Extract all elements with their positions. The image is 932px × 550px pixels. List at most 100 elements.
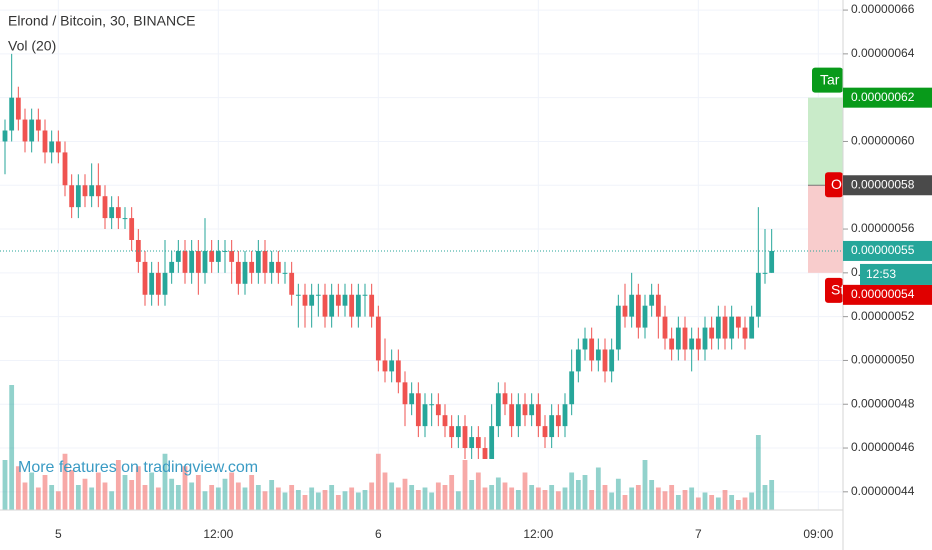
- volume-bar: [195, 475, 201, 510]
- candle-body: [142, 261, 148, 295]
- volume-bar: [149, 472, 155, 510]
- candle-body: [249, 261, 255, 273]
- countdown-box: [860, 263, 932, 285]
- candle-body: [309, 294, 315, 306]
- candle-body: [735, 316, 741, 328]
- volume-bar: [182, 466, 188, 510]
- volume-bar: [89, 487, 95, 510]
- volume-bar: [429, 492, 435, 510]
- candle-body: [329, 294, 335, 317]
- candle-body: [322, 294, 328, 317]
- volume-bar: [442, 485, 448, 510]
- stop-price-label: 0.00000054: [851, 287, 915, 301]
- volume-bar: [389, 482, 395, 510]
- volume-bar: [209, 485, 215, 510]
- volume-bar: [735, 500, 741, 510]
- volume-bar: [489, 485, 495, 510]
- volume-pane: [2, 385, 775, 510]
- candle-body: [122, 218, 128, 220]
- volume-bar: [295, 490, 301, 510]
- last-price-label: 0.00000055: [851, 243, 915, 257]
- grid: [0, 0, 843, 510]
- y-tick-label: 0.00000050: [851, 353, 915, 367]
- candle-body: [749, 316, 755, 339]
- candle-body: [49, 141, 55, 153]
- volume-bar: [75, 485, 81, 510]
- volume-bar: [309, 487, 315, 510]
- candle-body: [615, 305, 621, 350]
- candle-body: [522, 404, 528, 416]
- candle-body: [175, 250, 181, 262]
- volume-bar: [129, 480, 135, 510]
- volume-bar: [542, 490, 548, 510]
- volume-bar: [115, 460, 121, 510]
- volume-bar: [255, 485, 261, 510]
- candle-body: [669, 338, 675, 350]
- volume-bar: [215, 487, 221, 510]
- candle-body: [509, 404, 515, 427]
- candle-body: [202, 250, 208, 273]
- volume-bar: [642, 460, 648, 510]
- candle-body: [555, 415, 561, 427]
- volume-bar: [615, 478, 621, 510]
- volume-bar: [602, 485, 608, 510]
- volume-title: Vol (20): [8, 38, 56, 54]
- y-tick-label: 0.00000044: [851, 484, 915, 498]
- volume-bar: [555, 491, 561, 510]
- last-price-box: [843, 240, 932, 261]
- volume-bar: [29, 472, 35, 510]
- candle-body: [29, 119, 35, 142]
- candle-body: [262, 250, 268, 273]
- candle-body: [15, 97, 21, 120]
- y-tick-label: 0.00000066: [851, 2, 915, 16]
- candle-body: [355, 294, 361, 317]
- entry-text: O: [831, 176, 842, 192]
- chart-title: Elrond / Bitcoin, 30, BINANCE: [8, 13, 196, 29]
- volume-bar: [42, 475, 48, 510]
- candle-body: [82, 185, 88, 197]
- volume-bar: [109, 491, 115, 510]
- watermark[interactable]: More features on tradingview.com: [18, 459, 258, 476]
- candle-body: [75, 185, 81, 208]
- candle-body: [609, 349, 615, 372]
- x-tick-label: 12:00: [523, 527, 553, 541]
- stop-text: St: [831, 282, 844, 298]
- volume-bar: [122, 475, 128, 510]
- candle-body: [62, 152, 68, 186]
- candle-body: [489, 426, 495, 459]
- volume-bar: [382, 472, 388, 510]
- volume-bar: [415, 490, 421, 510]
- candle-body: [22, 119, 28, 142]
- volume-bar: [142, 485, 148, 510]
- candle-body: [702, 327, 708, 350]
- volume-bar: [569, 472, 575, 510]
- candle-body: [149, 272, 155, 295]
- volume-bar: [455, 491, 461, 510]
- candle-body: [415, 393, 421, 427]
- volume-bar: [222, 478, 228, 510]
- volume-bar: [349, 487, 355, 510]
- candle-body: [342, 294, 348, 306]
- volume-bar: [655, 487, 661, 510]
- countdown: 12:53: [866, 267, 896, 281]
- candle-body: [762, 272, 768, 274]
- candle-body: [562, 404, 568, 427]
- candle-body: [349, 294, 355, 317]
- volume-bar: [155, 487, 161, 510]
- volume-bar: [395, 487, 401, 510]
- candle-body: [695, 338, 701, 350]
- candle-body: [55, 141, 61, 153]
- volume-bar: [535, 487, 541, 510]
- volume-bar: [662, 491, 668, 510]
- candle-body: [109, 207, 115, 219]
- volume-bar: [755, 435, 761, 510]
- volume-bar: [689, 487, 695, 510]
- candle-body: [369, 294, 375, 317]
- candle-body: [269, 261, 275, 273]
- candle-body: [95, 185, 101, 197]
- candle-body: [255, 250, 261, 273]
- volume-bar: [749, 492, 755, 510]
- candle-body: [502, 393, 508, 405]
- volume-bar: [95, 472, 101, 510]
